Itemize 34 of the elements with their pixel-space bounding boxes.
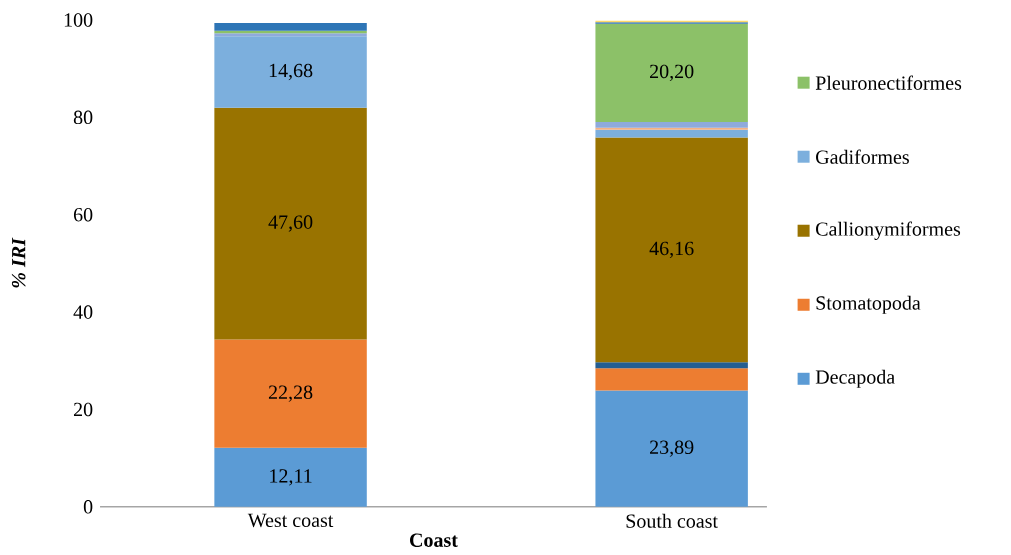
y-tick-label: 20 [73, 402, 93, 417]
bar [214, 107, 367, 340]
y-tick-label: 0 [83, 500, 93, 514]
data-label: 47,60 [268, 215, 313, 232]
bar [595, 368, 748, 391]
legend-label: Callionymiformes [816, 221, 961, 241]
bar [595, 129, 748, 138]
data-label: 23,89 [650, 440, 694, 457]
data-label: 14,68 [269, 63, 313, 81]
x-axis-title: Coast [410, 533, 458, 547]
bar [214, 447, 367, 507]
data-label: 12,11 [270, 469, 312, 486]
bar [595, 362, 748, 369]
y-axis-title: % IRI [11, 237, 26, 288]
data-label: 22,28 [268, 385, 313, 402]
y-tick-label: 100 [64, 13, 93, 27]
legend-label: Gadiformes [816, 149, 909, 164]
y-tick-label: 60 [73, 208, 93, 222]
legend-label: Decapoda [815, 369, 895, 388]
y-tick-label: 80 [73, 110, 93, 125]
bar [214, 36, 367, 108]
x-tick-label: South coast [626, 513, 718, 528]
bar [214, 23, 367, 31]
bar [214, 339, 367, 448]
x-tick-label: West coast [247, 513, 334, 528]
data-label: 46,16 [649, 241, 694, 259]
legend-label: Pleuronectiformes [815, 75, 962, 90]
bar [595, 23, 748, 123]
y-tick-label: 40 [73, 305, 93, 319]
bar [595, 390, 748, 507]
bar [595, 122, 748, 128]
bar [595, 137, 748, 363]
data-label: 20,20 [650, 64, 694, 82]
legend-label: Stomatopoda [816, 295, 921, 314]
